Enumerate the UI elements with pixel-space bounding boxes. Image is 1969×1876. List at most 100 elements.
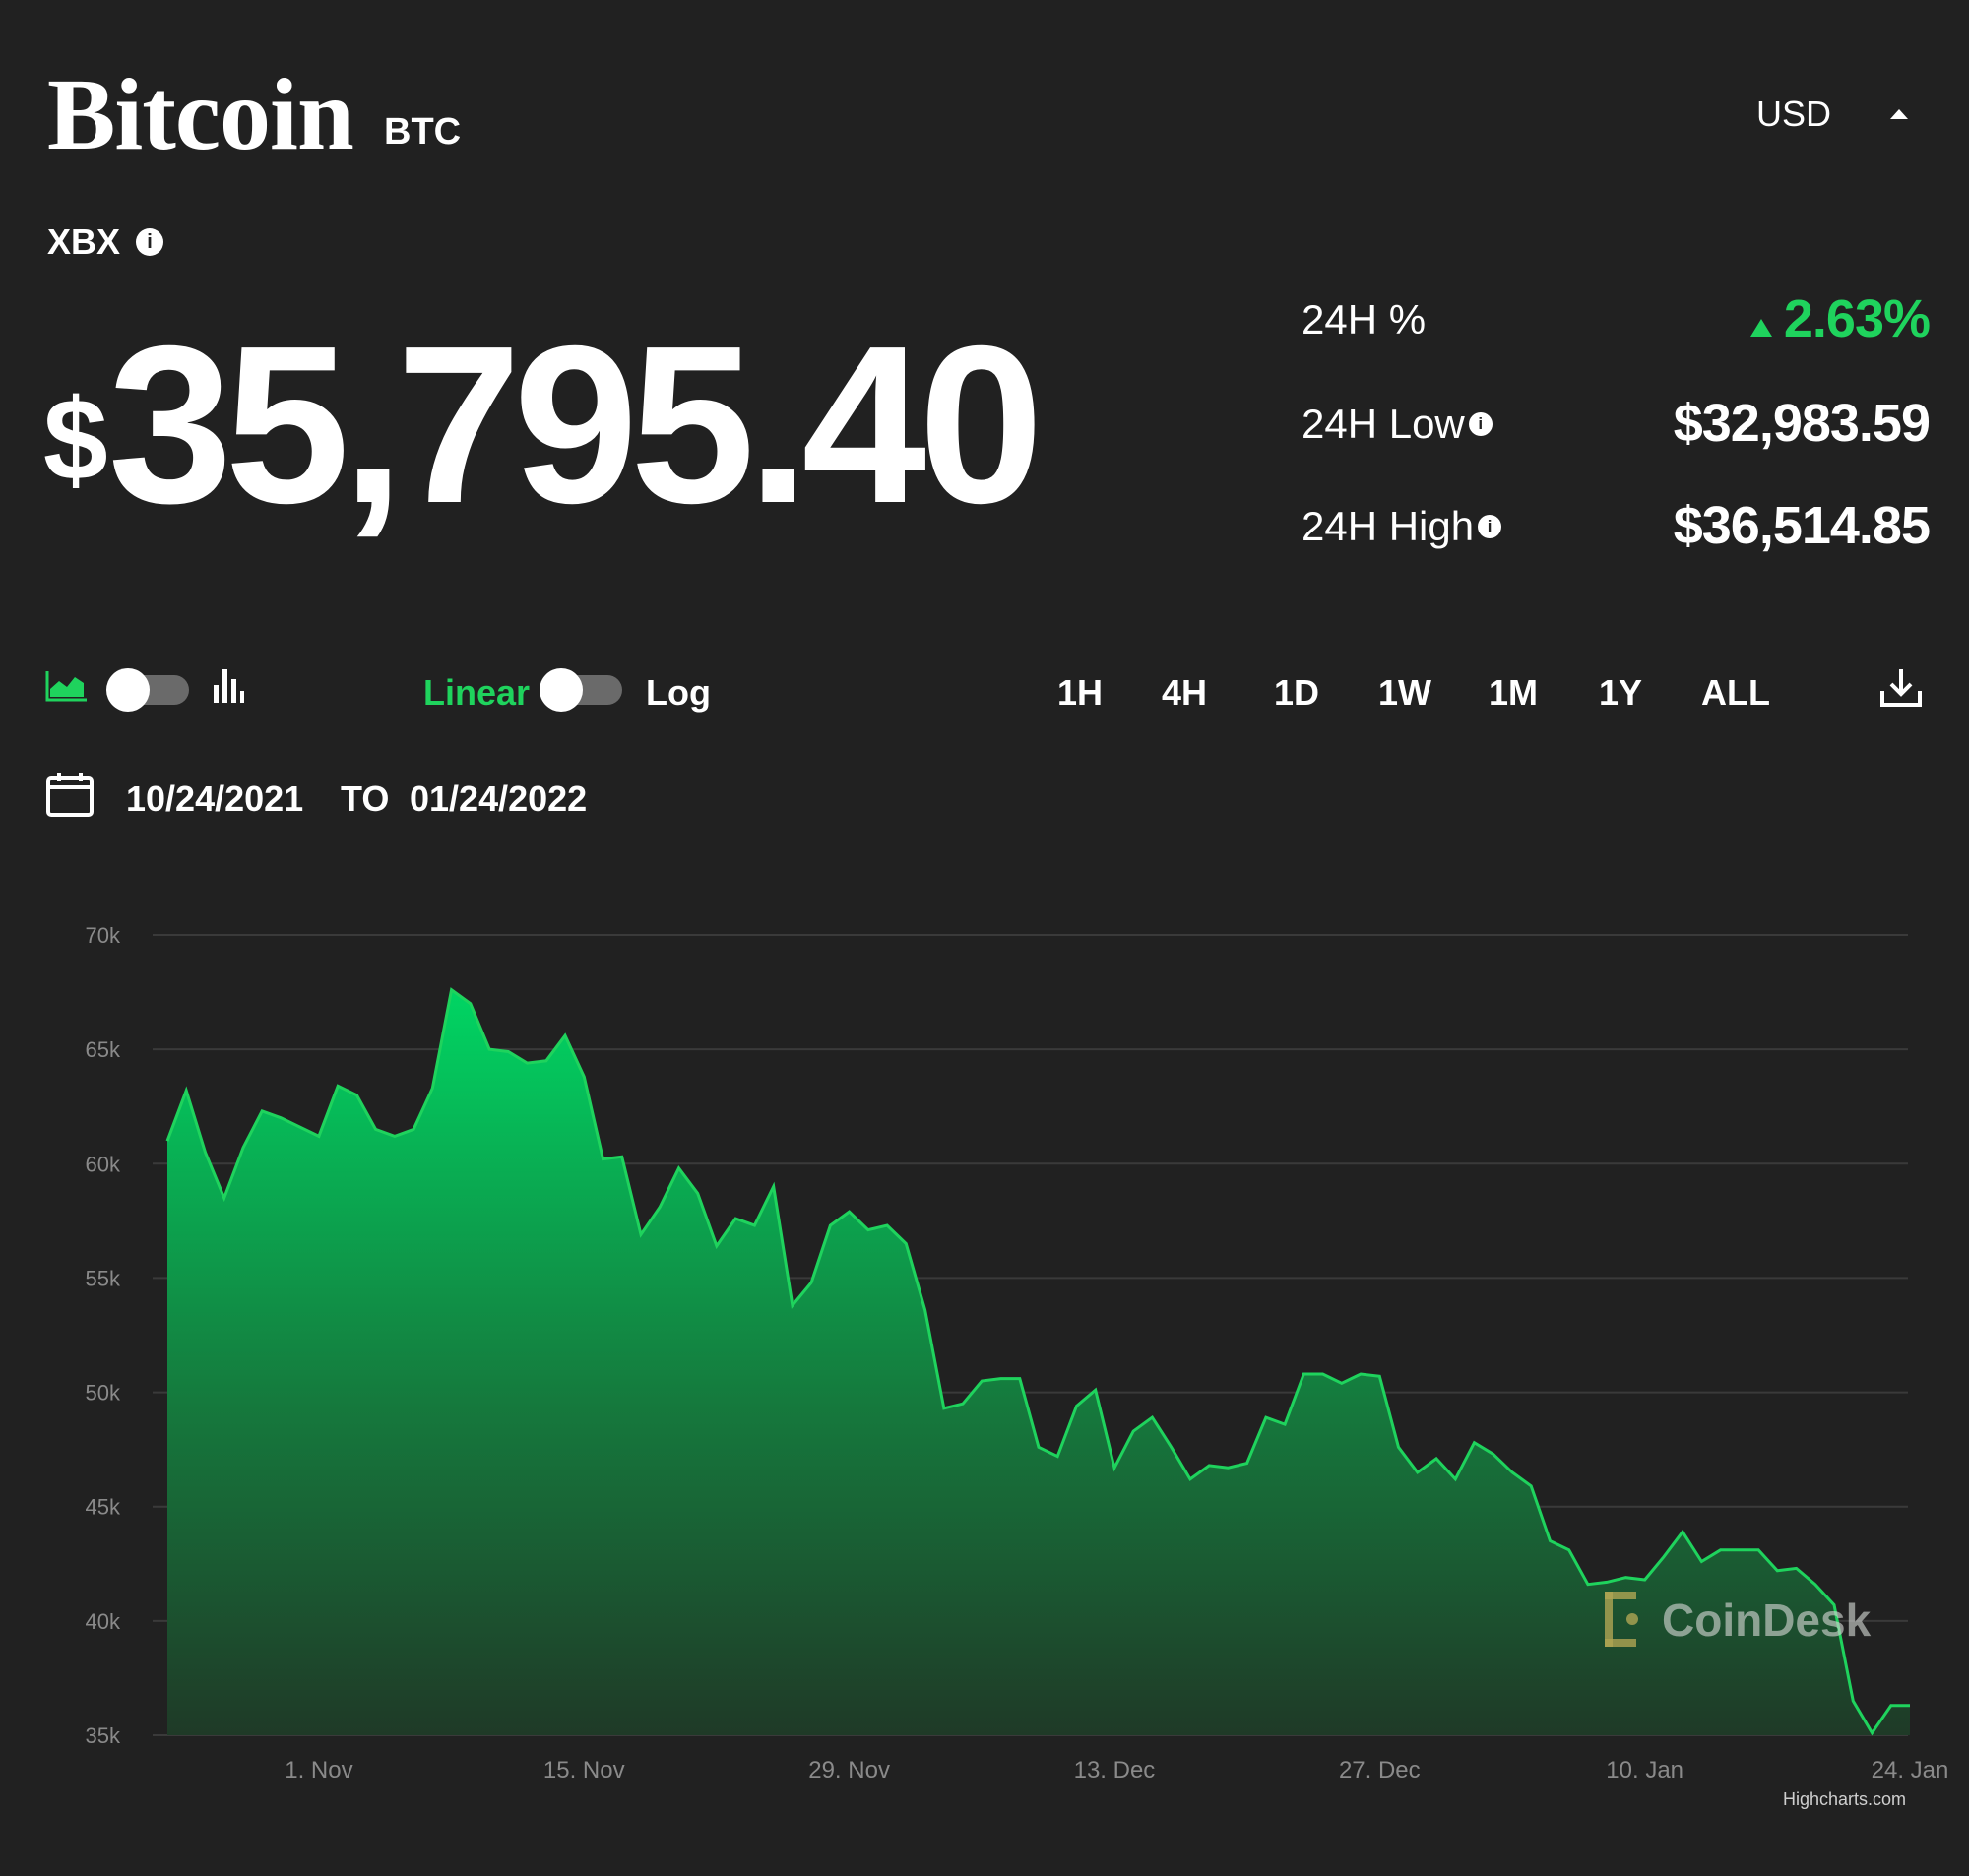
area-chart-icon[interactable] [45, 667, 89, 703]
date-from[interactable]: 10/24/2021 [126, 779, 304, 819]
data-point [297, 1124, 303, 1130]
date-to[interactable]: 01/24/2022 [410, 779, 588, 819]
data-point [1850, 1698, 1856, 1704]
data-point [1509, 1470, 1515, 1475]
scale-toggle[interactable] [540, 668, 622, 712]
data-point [1452, 1476, 1458, 1482]
chart-type-toggle[interactable] [106, 668, 189, 712]
data-point [619, 1154, 625, 1159]
data-point [771, 1184, 777, 1190]
y-tick-label: 70k [86, 923, 121, 948]
data-point [1433, 1456, 1439, 1462]
y-tick-label: 40k [86, 1609, 121, 1634]
data-point [1187, 1476, 1193, 1482]
y-tick-label: 50k [86, 1381, 121, 1406]
range-button-1h[interactable]: 1H [1057, 672, 1104, 713]
price-area [167, 989, 1910, 1735]
x-axis-ticks: 1. Nov 15. Nov 29. Nov 13. Dec 27. Dec 10. Ja… [285, 1757, 1948, 1783]
price-line [165, 987, 1910, 1736]
data-point [1376, 1373, 1382, 1379]
range-button-1m[interactable]: 1M [1489, 672, 1539, 713]
high-label-text: 24H High [1302, 503, 1475, 549]
index-label: XBX i [47, 220, 164, 264]
y-axis-ticks: 70k 65k 60k 55k 50k 45k 40k 35k [86, 923, 121, 1748]
data-point [1698, 1559, 1704, 1565]
data-point [1907, 1703, 1913, 1709]
data-point [1870, 1730, 1875, 1736]
highcharts-credit[interactable]: Highcharts.com [1783, 1789, 1906, 1809]
range-button-4h[interactable]: 4H [1162, 672, 1208, 713]
data-point [1074, 1404, 1080, 1409]
high-value: $36,514.85 [1673, 496, 1931, 555]
download-icon[interactable] [1878, 665, 1924, 711]
data-point [922, 1307, 928, 1313]
x-tick-label: 27. Dec [1339, 1757, 1421, 1783]
y-tick-label: 55k [86, 1266, 121, 1290]
data-point [732, 1216, 738, 1221]
data-point [316, 1133, 322, 1139]
info-icon[interactable]: i [136, 228, 164, 256]
info-icon[interactable]: i [1478, 515, 1502, 538]
data-point [1528, 1483, 1534, 1489]
data-point [751, 1222, 757, 1228]
data-point [525, 1060, 531, 1066]
log-label[interactable]: Log [646, 672, 711, 713]
change-value-text: 2.63% [1783, 289, 1931, 348]
data-point [1585, 1582, 1591, 1588]
calendar-icon[interactable] [45, 770, 95, 819]
data-point [1396, 1444, 1402, 1450]
data-point [941, 1406, 947, 1411]
data-point [638, 1231, 644, 1237]
data-point [1169, 1444, 1175, 1450]
data-point [657, 1204, 663, 1210]
data-point [562, 1032, 568, 1038]
data-point [979, 1378, 984, 1384]
range-button-1d[interactable]: 1D [1274, 672, 1320, 713]
current-price: $ 35,795.40 [43, 313, 1044, 537]
info-icon[interactable]: i [1468, 412, 1493, 436]
data-point [1358, 1371, 1364, 1377]
data-point [1680, 1529, 1685, 1534]
toggle-knob [540, 668, 583, 712]
data-point [808, 1280, 814, 1285]
price-chart: 70k 65k 60k 55k 50k 45k 40k 35k 1. Nov 15. Nov 29… [86, 923, 1949, 1809]
range-button-all[interactable]: ALL [1701, 672, 1770, 713]
data-point [903, 1241, 909, 1247]
date-to-label: TO [341, 779, 390, 819]
index-name: XBX [47, 221, 121, 262]
data-point [884, 1222, 890, 1228]
data-point [486, 1046, 492, 1052]
data-point [581, 1074, 587, 1080]
change-label: 24H % [1302, 296, 1427, 343]
data-point [335, 1083, 341, 1089]
x-tick-label: 10. Jan [1606, 1757, 1683, 1783]
data-point [1472, 1440, 1478, 1446]
data-point [1661, 1554, 1667, 1560]
data-point [1149, 1414, 1155, 1420]
data-point [164, 1138, 170, 1144]
range-button-1y[interactable]: 1Y [1599, 672, 1643, 713]
data-point [1737, 1547, 1743, 1553]
data-point [714, 1243, 720, 1249]
data-point [1622, 1575, 1628, 1581]
data-point [1566, 1547, 1572, 1553]
linear-label[interactable]: Linear [423, 672, 531, 713]
data-point [1017, 1376, 1023, 1382]
data-point [1320, 1371, 1326, 1377]
data-point [278, 1115, 284, 1121]
up-triangle-icon [1749, 319, 1772, 337]
range-button-1w[interactable]: 1W [1378, 672, 1431, 713]
data-point [865, 1227, 871, 1233]
data-point [960, 1401, 966, 1407]
bar-chart-icon[interactable] [211, 665, 246, 705]
data-point [353, 1093, 359, 1098]
data-point [1339, 1380, 1345, 1386]
data-point [1794, 1565, 1800, 1571]
low-label-text: 24H Low [1302, 401, 1465, 447]
currency-selector[interactable]: USD [1756, 93, 1909, 136]
data-point [1774, 1568, 1780, 1574]
data-point [1112, 1465, 1117, 1470]
data-point [695, 1191, 701, 1197]
caret-up-icon [1890, 109, 1909, 119]
data-point [259, 1108, 265, 1114]
